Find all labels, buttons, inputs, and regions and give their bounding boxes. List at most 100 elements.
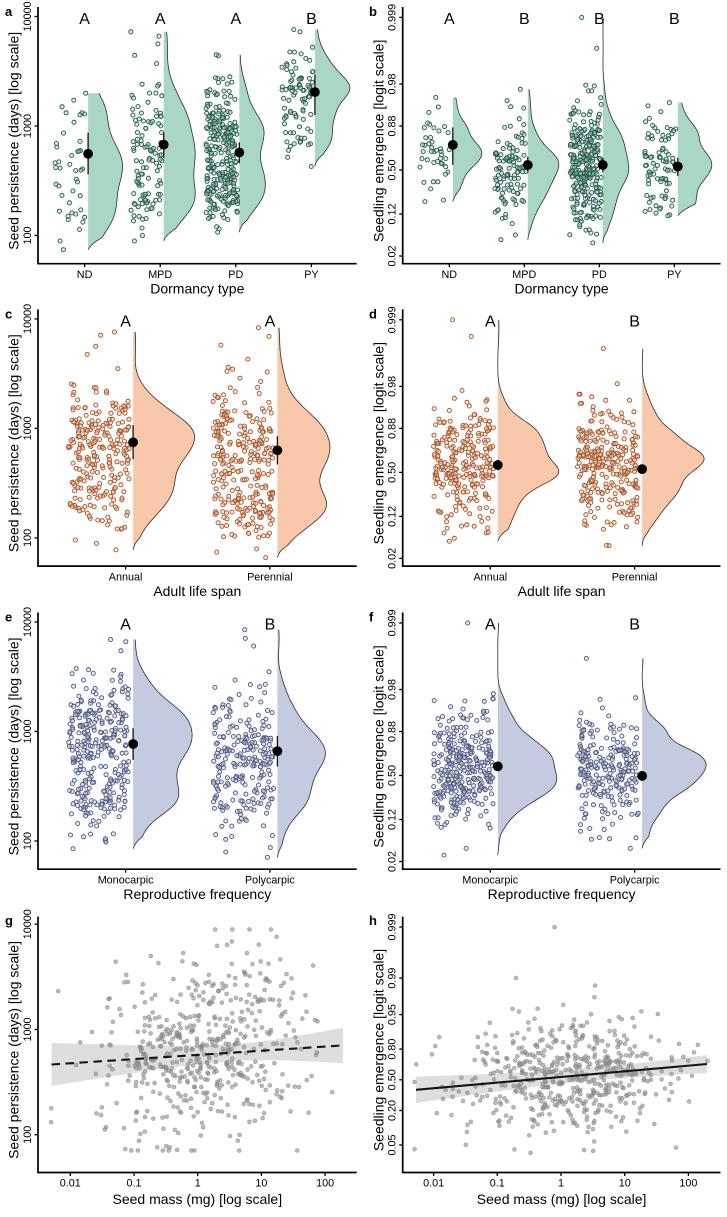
svg-text:Monocarpic: Monocarpic xyxy=(462,874,518,886)
svg-text:100: 100 xyxy=(22,832,34,850)
svg-text:Seedling emergence [logit scal: Seedling emergence [logit scale] xyxy=(370,40,386,242)
svg-text:0.999: 0.999 xyxy=(387,306,399,333)
svg-text:ND: ND xyxy=(77,269,93,281)
svg-text:0.95: 0.95 xyxy=(387,1004,399,1025)
svg-text:MPD: MPD xyxy=(512,269,536,281)
svg-text:0.20: 0.20 xyxy=(387,1100,399,1121)
svg-text:0.02: 0.02 xyxy=(387,548,399,569)
svg-text:10000: 10000 xyxy=(22,304,34,334)
svg-text:PY: PY xyxy=(304,269,318,281)
svg-text:B: B xyxy=(306,11,317,28)
svg-text:ND: ND xyxy=(441,269,457,281)
svg-text:0.88: 0.88 xyxy=(387,418,399,439)
svg-text:Seed persistence (days) [log s: Seed persistence (days) [log scale] xyxy=(6,32,22,250)
svg-text:0.12: 0.12 xyxy=(387,809,399,830)
svg-text:0.80: 0.80 xyxy=(387,1039,399,1060)
svg-text:0.98: 0.98 xyxy=(387,73,399,94)
svg-text:0.12: 0.12 xyxy=(387,203,399,224)
svg-text:A: A xyxy=(444,11,455,28)
svg-text:100: 100 xyxy=(316,1178,334,1190)
svg-text:A: A xyxy=(79,11,90,28)
svg-text:g: g xyxy=(5,913,13,928)
svg-text:0.999: 0.999 xyxy=(387,4,399,31)
svg-text:Monocarpic: Monocarpic xyxy=(98,874,154,886)
svg-text:Seed mass (mg) [log scale]: Seed mass (mg) [log scale] xyxy=(112,1191,282,1207)
svg-text:Perennial: Perennial xyxy=(612,571,658,583)
svg-text:0.05: 0.05 xyxy=(387,1134,399,1155)
svg-text:Seedling emergence [logit scal: Seedling emergence [logit scale] xyxy=(370,342,386,544)
svg-text:Adult life span: Adult life span xyxy=(153,583,241,599)
svg-text:B: B xyxy=(629,313,640,330)
svg-text:1: 1 xyxy=(558,1178,564,1190)
svg-text:Seed persistence (days) [log s: Seed persistence (days) [log scale] xyxy=(6,941,22,1159)
svg-text:100: 100 xyxy=(679,1178,697,1190)
svg-text:MPD: MPD xyxy=(148,269,172,281)
svg-text:10000: 10000 xyxy=(22,1,34,31)
svg-text:0.88: 0.88 xyxy=(387,721,399,742)
svg-text:A: A xyxy=(265,313,276,330)
svg-text:B: B xyxy=(629,617,640,634)
svg-text:Seedling emergence [logit scal: Seedling emergence [logit scale] xyxy=(370,645,386,847)
svg-text:0.88: 0.88 xyxy=(387,115,399,136)
svg-text:B: B xyxy=(265,617,276,634)
svg-text:10000: 10000 xyxy=(22,909,34,939)
svg-text:0.98: 0.98 xyxy=(387,679,399,700)
svg-text:A: A xyxy=(120,313,131,330)
svg-text:Reproductive frequency: Reproductive frequency xyxy=(123,886,271,902)
svg-text:0.999: 0.999 xyxy=(387,609,399,636)
svg-text:Polycarpic: Polycarpic xyxy=(245,874,295,886)
svg-text:f: f xyxy=(369,610,374,625)
svg-text:Dormancy type: Dormancy type xyxy=(515,281,609,297)
svg-text:0.02: 0.02 xyxy=(387,851,399,872)
svg-text:0.01: 0.01 xyxy=(60,1178,81,1190)
svg-text:0.01: 0.01 xyxy=(423,1178,444,1190)
svg-text:A: A xyxy=(230,11,241,28)
svg-text:0.02: 0.02 xyxy=(387,245,399,266)
svg-text:0.99: 0.99 xyxy=(387,968,399,989)
svg-text:1000: 1000 xyxy=(22,416,34,440)
svg-text:0.50: 0.50 xyxy=(387,765,399,786)
svg-text:PD: PD xyxy=(592,269,607,281)
svg-text:0.1: 0.1 xyxy=(126,1178,141,1190)
svg-text:Seedling emergence [logit scal: Seedling emergence [logit scale] xyxy=(370,949,386,1151)
svg-text:A: A xyxy=(155,11,166,28)
svg-text:a: a xyxy=(5,4,13,19)
svg-text:A: A xyxy=(120,617,131,634)
svg-text:A: A xyxy=(485,313,496,330)
svg-text:0.98: 0.98 xyxy=(387,376,399,397)
svg-text:h: h xyxy=(369,913,377,928)
svg-text:Perennial: Perennial xyxy=(247,571,293,583)
svg-text:Adult life span: Adult life span xyxy=(518,583,606,599)
svg-text:b: b xyxy=(369,4,377,19)
svg-text:1000: 1000 xyxy=(22,1017,34,1041)
svg-text:B: B xyxy=(594,11,605,28)
svg-text:100: 100 xyxy=(22,529,34,547)
svg-text:1: 1 xyxy=(195,1178,201,1190)
svg-text:0.12: 0.12 xyxy=(387,506,399,527)
svg-text:Seed persistence (days) [log s: Seed persistence (days) [log scale] xyxy=(6,334,22,552)
svg-text:Polycarpic: Polycarpic xyxy=(610,874,660,886)
svg-text:PD: PD xyxy=(228,269,243,281)
svg-text:B: B xyxy=(519,11,530,28)
svg-text:10000: 10000 xyxy=(22,607,34,637)
svg-text:0.999: 0.999 xyxy=(387,913,399,940)
svg-text:B: B xyxy=(669,11,680,28)
svg-text:1000: 1000 xyxy=(22,114,34,138)
svg-text:100: 100 xyxy=(22,226,34,244)
svg-text:e: e xyxy=(5,610,12,625)
svg-text:0.50: 0.50 xyxy=(387,462,399,483)
svg-text:0.50: 0.50 xyxy=(387,1069,399,1090)
svg-text:10: 10 xyxy=(619,1178,631,1190)
svg-text:Annual: Annual xyxy=(473,571,507,583)
svg-text:A: A xyxy=(485,617,496,634)
svg-text:10: 10 xyxy=(255,1178,267,1190)
svg-text:Seed mass (mg) [log scale]: Seed mass (mg) [log scale] xyxy=(477,1191,647,1207)
svg-text:c: c xyxy=(5,306,12,321)
svg-text:0.1: 0.1 xyxy=(490,1178,505,1190)
svg-text:Dormancy type: Dormancy type xyxy=(150,281,244,297)
svg-text:Reproductive frequency: Reproductive frequency xyxy=(488,886,636,902)
svg-text:100: 100 xyxy=(22,1126,34,1144)
svg-text:1000: 1000 xyxy=(22,719,34,743)
svg-text:0.50: 0.50 xyxy=(387,159,399,180)
svg-text:PY: PY xyxy=(667,269,681,281)
